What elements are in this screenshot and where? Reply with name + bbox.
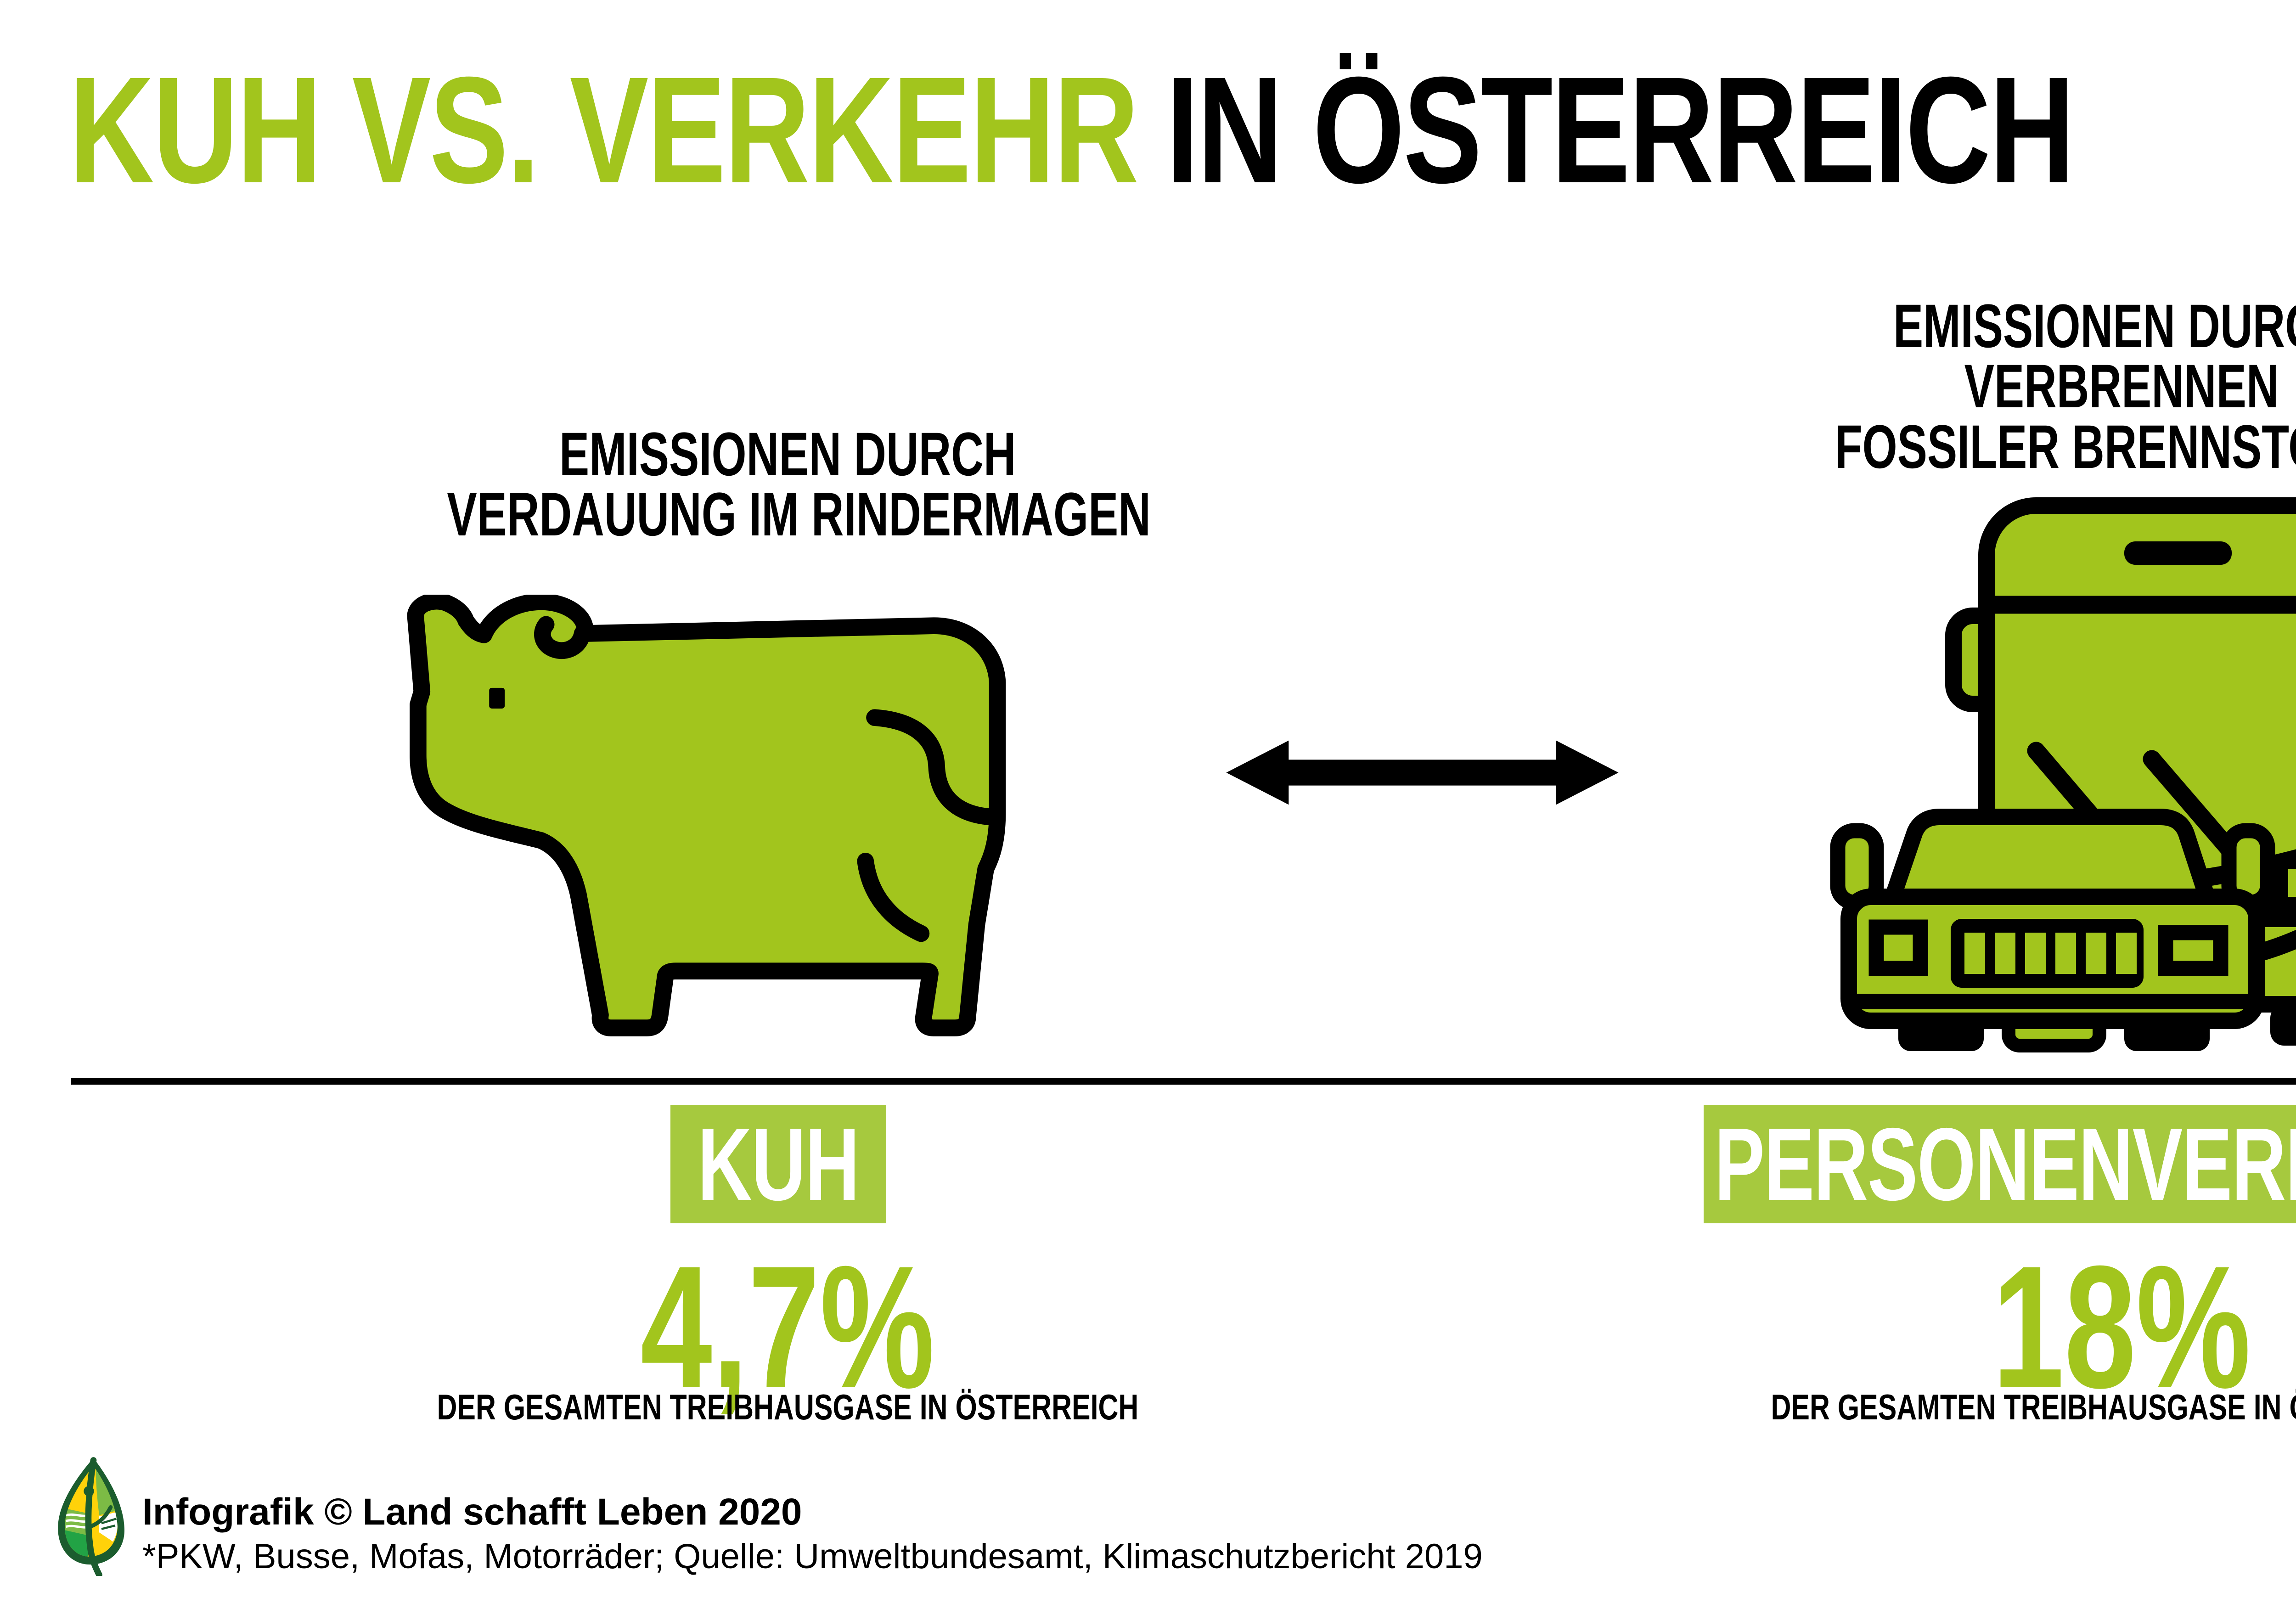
right-caption: DER GESAMTEN TREIBHAUSGASE IN ÖSTERREICH	[1771, 1387, 2296, 1427]
left-value: 4,7%	[640, 1229, 935, 1424]
left-heading-line2: VERDAUUNG IM RINDERMAGEN	[447, 480, 1151, 549]
footer-credit: Infografik © Land schafft Leben 2020	[142, 1491, 802, 1533]
title-highlight: KUH VS. VERKEHR	[69, 45, 1139, 214]
land-schafft-leben-leaf-logo	[51, 1456, 133, 1576]
footer-source-note: *PKW, Busse, Mofas, Motorräder; Quelle: …	[142, 1537, 1483, 1576]
right-heading-line2: VERBRENNEN	[1964, 352, 2279, 421]
cow-icon	[406, 595, 1040, 1054]
double-arrow-icon	[1217, 735, 1628, 810]
left-label-box: KUH	[670, 1105, 886, 1223]
left-caption: DER GESAMTEN TREIBHAUSGASE IN ÖSTERREICH	[437, 1387, 1138, 1427]
right-label: PERSONENVERKEHR*	[1714, 1106, 2296, 1222]
left-label: KUH	[698, 1106, 860, 1222]
right-value: 18%	[1992, 1229, 2251, 1424]
right-column-heading: EMISSIONEN DURCH VERBRENNEN FOSSILER BRE…	[1651, 292, 2296, 481]
left-column-heading: EMISSIONEN DURCH VERDAUUNG IM RINDERMAGE…	[317, 420, 1258, 549]
page-title: KUH VS. VERKEHR IN ÖSTERREICH	[69, 54, 2296, 206]
right-heading-line1: EMISSIONEN DURCH	[1893, 292, 2296, 360]
right-heading-line3: FOSSILER BRENNSTOFFE	[1835, 412, 2296, 481]
title-rest: IN ÖSTERREICH	[1166, 45, 2075, 214]
left-heading-line1: EMISSIONEN DURCH	[559, 420, 1016, 489]
divider-line	[71, 1078, 2296, 1085]
bus-and-car-icon	[1830, 489, 2296, 1054]
right-label-box: PERSONENVERKEHR*	[1704, 1105, 2296, 1223]
